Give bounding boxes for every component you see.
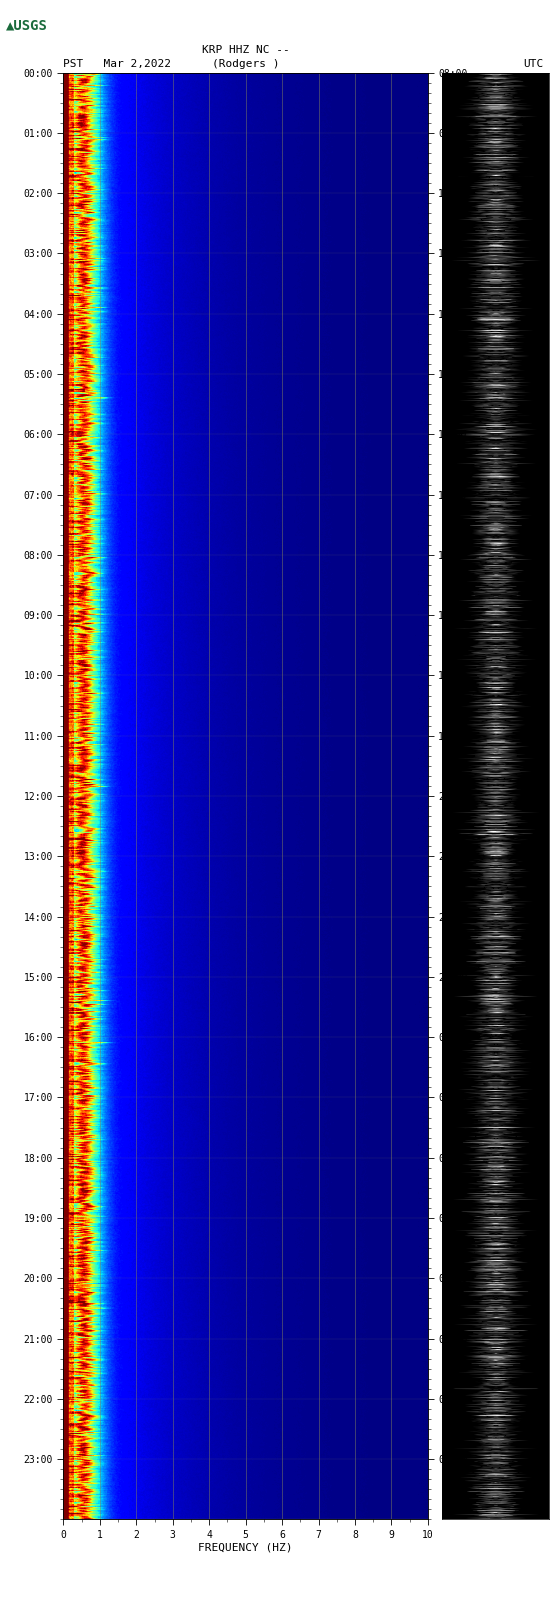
Text: UTC: UTC — [523, 60, 544, 69]
Text: KRP HHZ NC --: KRP HHZ NC -- — [202, 45, 289, 55]
Text: ▲USGS: ▲USGS — [6, 19, 47, 32]
Text: (Rodgers ): (Rodgers ) — [212, 60, 279, 69]
X-axis label: FREQUENCY (HZ): FREQUENCY (HZ) — [198, 1542, 293, 1553]
Text: PST   Mar 2,2022: PST Mar 2,2022 — [63, 60, 172, 69]
